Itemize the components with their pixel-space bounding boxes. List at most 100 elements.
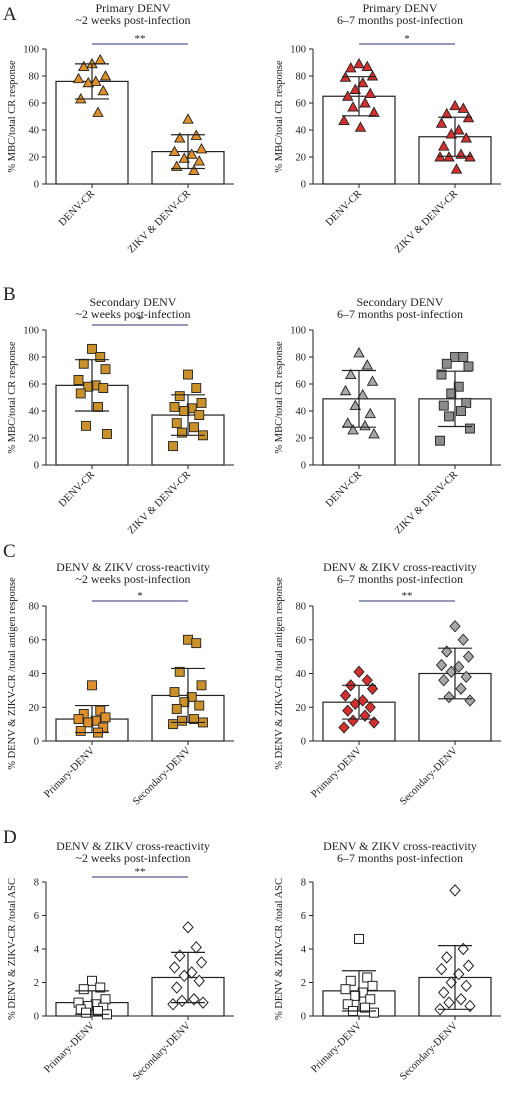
y-tick-label: 20 — [296, 153, 307, 164]
data-point — [437, 140, 450, 151]
data-point — [347, 423, 359, 435]
data-point — [182, 113, 194, 124]
data-point — [196, 397, 207, 408]
data-point — [87, 680, 97, 691]
data-point — [178, 152, 191, 163]
data-point — [453, 381, 464, 392]
data-point — [194, 410, 205, 420]
data-point — [435, 962, 448, 976]
chart-title-line-1: Primary DENV — [96, 1, 171, 15]
y-tick-label: 100 — [290, 326, 306, 337]
data-point — [99, 70, 112, 81]
x-category-label: Secondary-DENV — [398, 1020, 461, 1083]
data-point — [189, 422, 199, 433]
data-point — [457, 102, 470, 113]
data-point — [81, 1007, 91, 1018]
data-point — [446, 388, 457, 399]
y-axis-label: % DENV & ZIKV-CR /total antigen response — [7, 577, 18, 770]
y-tick-label: 80 — [29, 353, 40, 364]
y-axis-label: % MBC/total CR response — [7, 341, 18, 454]
data-point — [177, 715, 187, 726]
y-tick-label: 20 — [296, 434, 307, 445]
y-tick-label: 60 — [296, 635, 307, 646]
data-point — [176, 994, 188, 1008]
data-point — [193, 155, 206, 166]
y-axis-label: % MBC/total CR response — [274, 60, 285, 173]
y-tick-label: 60 — [296, 380, 307, 391]
data-point — [366, 682, 379, 695]
x-category-label: DENV-CR — [324, 469, 364, 509]
data-point — [168, 719, 178, 730]
data-point — [444, 411, 454, 422]
y-tick-label: 100 — [23, 326, 39, 337]
data-point — [361, 674, 373, 687]
x-category-label: Secondary-DENV — [398, 745, 461, 808]
chart-a1: Primary DENV~2 weeks post-infection 0 20 40… — [7, 1, 234, 256]
data-point — [78, 358, 89, 369]
data-point — [438, 986, 450, 999]
data-point — [441, 358, 452, 369]
x-category-label: ZIKV & DENV-CR — [393, 469, 460, 536]
chart-title-line-2: ~2 weeks post-infection — [75, 572, 190, 586]
data-point — [191, 638, 202, 649]
data-point — [362, 972, 373, 983]
y-tick-label: 80 — [296, 602, 307, 613]
data-point — [73, 714, 84, 725]
data-point — [354, 121, 367, 132]
data-point — [173, 132, 186, 143]
data-point — [82, 76, 95, 88]
data-point — [340, 984, 351, 995]
data-point — [72, 72, 85, 84]
y-tick-label: 0 — [34, 1012, 39, 1023]
data-point — [73, 375, 84, 385]
data-point — [354, 933, 364, 944]
data-point — [353, 665, 365, 678]
panel-label-b: B — [3, 284, 16, 305]
plots: Primary DENV~2 weeks post-infection02040… — [7, 1, 501, 1083]
data-point — [344, 368, 357, 379]
chart-title-line-2: ~2 weeks post-infection — [75, 851, 190, 865]
data-point — [449, 620, 461, 633]
x-category-label: ZIKV & DENV-CR — [126, 188, 193, 255]
data-point — [97, 84, 110, 96]
data-point — [174, 949, 186, 962]
x-category-label: ZIKV & DENV-CR — [393, 188, 460, 255]
y-tick-label: 6 — [34, 911, 39, 922]
data-point — [169, 402, 180, 412]
data-point — [443, 690, 455, 704]
data-point — [353, 347, 365, 358]
data-point — [435, 117, 448, 128]
data-point — [81, 420, 91, 431]
y-tick-label: 0 — [301, 461, 306, 472]
data-point — [77, 60, 90, 72]
data-point — [368, 428, 380, 439]
y-tick-label: 0 — [301, 737, 306, 748]
x-category-label: ZIKV & DENV-CR — [126, 469, 193, 536]
x-category-label: Primary-DENV — [309, 1020, 364, 1075]
y-tick-label: 40 — [296, 126, 307, 137]
y-tick-label: 0 — [301, 1012, 306, 1023]
y-tick-label: 4 — [301, 945, 307, 956]
data-point — [100, 994, 111, 1005]
x-category-label: DENV-CR — [57, 188, 97, 228]
data-point — [435, 435, 445, 446]
data-point — [190, 941, 202, 954]
significance-label: ** — [135, 33, 146, 45]
y-tick-label: 60 — [29, 99, 40, 110]
data-point — [365, 994, 376, 1005]
data-point — [95, 982, 106, 993]
x-category-label: DENV-CR — [57, 469, 97, 509]
data-point — [455, 682, 467, 695]
data-point — [341, 90, 354, 101]
y-tick-label: 40 — [29, 407, 40, 418]
data-point — [95, 352, 106, 362]
data-point — [75, 725, 86, 736]
chart-title-line-1: Secondary DENV — [357, 295, 444, 309]
y-tick-label: 40 — [296, 407, 307, 418]
y-tick-label: 0 — [301, 180, 306, 191]
y-tick-label: 4 — [34, 945, 40, 956]
y-tick-label: 40 — [29, 669, 40, 680]
data-point — [196, 680, 207, 691]
